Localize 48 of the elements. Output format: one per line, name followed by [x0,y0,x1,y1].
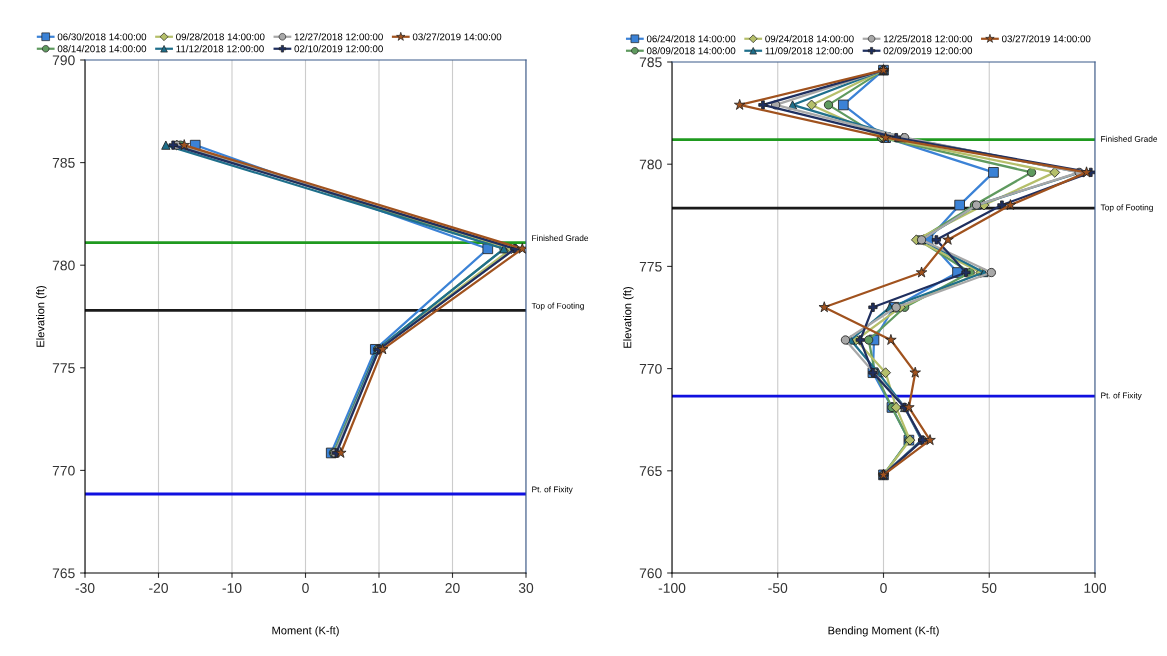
legend-label: 11/12/2018 12:00:00 [176,45,264,53]
x-tick-label: -100 [658,583,686,593]
y-axis-title: Elevation (ft) [36,286,47,347]
legend-label: 11/09/2018 12:00:00 [765,47,853,55]
y-tick-label: 790 [52,55,75,66]
y-tick-label: 780 [52,260,75,271]
y-tick-label: 785 [639,57,662,68]
x-tick-label: 30 [518,583,534,593]
ref-line-label: Pt. of Fixity [532,486,573,494]
y-tick-label: 775 [52,363,75,373]
legend-label: 03/27/2019 14:00:00 [412,33,502,41]
x-axis-title: Moment (K-ft) [272,626,339,637]
x-tick-label: -50 [768,583,788,593]
legend-label: 12/25/2018 12:00:00 [883,35,973,43]
legend-label: 02/09/2019 12:00:00 [883,47,973,55]
ref-line-label: Finished Grade [532,234,589,241]
legend-label: 06/30/2018 14:00:00 [57,33,147,41]
y-tick-label: 765 [52,568,75,579]
x-tick-label: 0 [880,583,887,593]
y-tick-label: 775 [639,261,662,272]
legend-label: 09/24/2018 14:00:00 [765,35,854,43]
y-tick-label: 770 [52,465,75,476]
ref-line-label: Top of Footing [531,302,584,311]
legend-label: 03/27/2019 14:00:00 [1001,35,1091,43]
legend-label: 12/27/2018 12:00:00 [294,33,383,41]
x-tick-label: 100 [1084,583,1107,593]
x-tick-label: -30 [75,583,95,593]
x-tick-label: 10 [372,583,387,593]
y-tick-label: 785 [52,157,75,168]
y-axis-title: Elevation (ft) [623,287,634,348]
legend-label: 08/09/2018 14:00:00 [646,47,736,55]
ref-line-label: Pt. of Fixity [1101,392,1142,401]
legend-label: 02/10/2019 12:00:00 [294,45,383,53]
x-tick-label: -10 [222,583,242,593]
y-tick-label: 770 [639,363,662,374]
x-tick-label: 50 [982,583,997,593]
legend-label: 08/14/2018 14:00:00 [57,45,147,53]
x-tick-label: 0 [302,583,309,593]
x-axis-title: Bending Moment (K-ft) [828,626,939,637]
y-tick-label: 760 [639,568,662,579]
y-tick-label: 765 [639,466,662,476]
legend-label: 06/24/2018 14:00:00 [646,35,736,43]
legend-label: 09/28/2018 14:00:00 [176,33,265,41]
x-tick-label: 20 [445,583,460,593]
ref-line-label: Top of Footing [1100,204,1153,213]
x-tick-label: -20 [149,583,168,593]
y-tick-label: 780 [639,159,662,170]
ref-line-label: Finished Grade [1101,135,1158,142]
